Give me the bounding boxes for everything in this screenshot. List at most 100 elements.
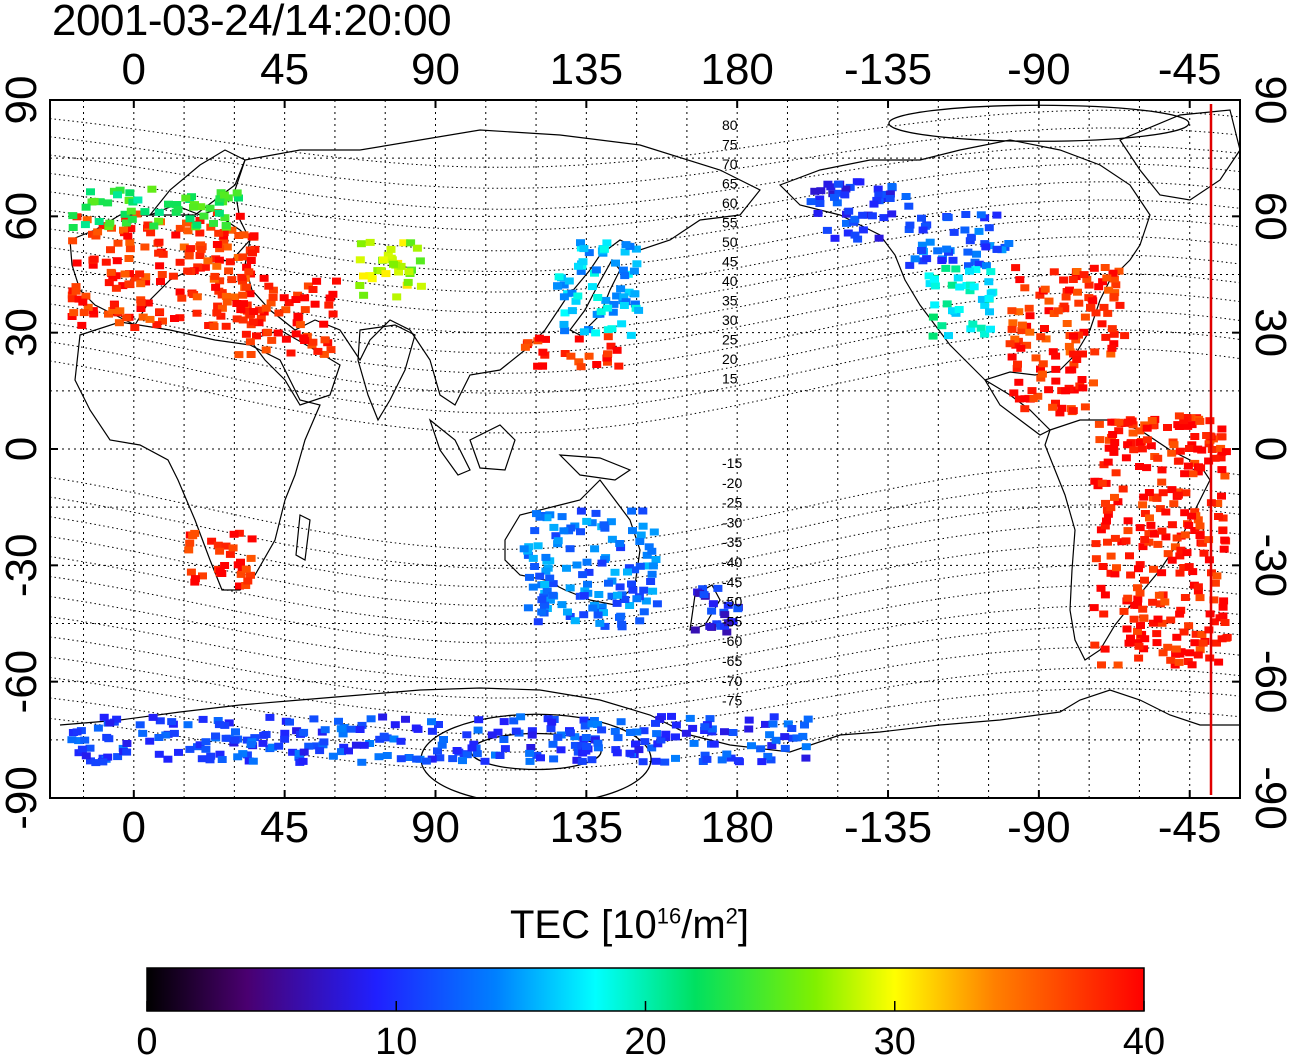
- tec-cell: [961, 211, 971, 218]
- tec-cell: [357, 758, 367, 766]
- tec-cell: [1104, 286, 1114, 294]
- tec-cell: [1036, 365, 1045, 373]
- tec-cell: [581, 747, 591, 755]
- tec-cell: [619, 302, 629, 309]
- tec-cell: [1133, 595, 1143, 603]
- tec-cell: [184, 546, 194, 554]
- tec-cell: [1215, 614, 1225, 622]
- tec-cell: [214, 721, 224, 729]
- tec-cell: [149, 222, 159, 230]
- tec-cell: [214, 229, 224, 237]
- tec-cell: [141, 278, 151, 286]
- tec-cell: [1080, 313, 1090, 321]
- tec-cell: [590, 545, 600, 553]
- tec-cell: [1095, 436, 1105, 444]
- tec-cell: [105, 219, 115, 227]
- tec-cell: [1145, 514, 1154, 522]
- tec-cell: [120, 210, 130, 218]
- tec-cell: [642, 551, 652, 559]
- tec-cell: [195, 217, 205, 224]
- tec-cell: [215, 277, 225, 285]
- contour-label-south: -15: [722, 455, 742, 471]
- tec-cell: [579, 611, 589, 619]
- tec-cell: [1111, 281, 1121, 289]
- lat-label-left: -60: [0, 650, 46, 714]
- tec-cell: [1195, 417, 1205, 425]
- tec-cell: [630, 300, 640, 308]
- tec-cell: [922, 255, 932, 263]
- tec-cell: [901, 193, 911, 200]
- tec-cell: [177, 294, 187, 302]
- tec-cell: [1220, 472, 1230, 480]
- tec-cell: [473, 726, 483, 734]
- tec-cell: [135, 270, 145, 278]
- tec-cell: [801, 754, 811, 762]
- tec-cell: [1193, 651, 1203, 659]
- tec-cell: [130, 324, 140, 331]
- tec-cell: [365, 238, 375, 246]
- tec-cell: [630, 566, 640, 574]
- tec-cell: [535, 513, 545, 521]
- colorbar-title-exp1: 16: [656, 903, 682, 929]
- tec-cell: [68, 237, 78, 245]
- tec-cell: [211, 732, 220, 740]
- tec-cell: [638, 522, 648, 530]
- tec-cell: [309, 715, 319, 723]
- tec-cell: [625, 602, 635, 609]
- tec-cell: [661, 730, 671, 738]
- tec-cell: [255, 306, 265, 314]
- colorbar-tick-label: 30: [874, 1021, 916, 1057]
- contour-label-south: -35: [722, 534, 742, 550]
- tec-cell: [392, 293, 402, 301]
- tec-cell: [86, 757, 95, 765]
- tec-cell: [905, 221, 915, 229]
- tec-cell: [125, 238, 135, 246]
- tec-cell: [519, 545, 529, 553]
- tec-cell: [541, 567, 551, 575]
- tec-cell: [184, 252, 194, 260]
- tec-cell: [312, 277, 322, 285]
- tec-cell: [274, 309, 284, 317]
- tec-cell: [1099, 303, 1109, 311]
- mlat-contour: [50, 504, 1240, 588]
- tec-cell: [528, 583, 538, 591]
- tec-cell: [705, 715, 715, 723]
- tec-cell: [620, 272, 630, 280]
- tec-cell: [597, 559, 607, 567]
- tec-cell: [652, 730, 662, 738]
- tec-cell: [225, 550, 235, 558]
- tec-cell: [616, 612, 626, 620]
- tec-cell: [532, 510, 541, 518]
- coast-antarctica: [59, 687, 1240, 753]
- tec-cell: [247, 233, 257, 241]
- tec-cell: [1153, 540, 1163, 548]
- tec-cell: [1195, 522, 1205, 530]
- tec-cell: [1146, 521, 1156, 529]
- tec-cell: [545, 596, 555, 604]
- mlat-contour: [50, 667, 1240, 735]
- tec-cell: [981, 243, 991, 251]
- tec-cell: [523, 604, 533, 612]
- tec-cell: [1089, 604, 1099, 612]
- tec-cell: [213, 717, 223, 724]
- tec-cell: [591, 509, 601, 517]
- tec-cell: [1193, 516, 1203, 524]
- tec-cell: [69, 309, 79, 317]
- tec-cell: [639, 727, 649, 735]
- tec-cell: [574, 358, 584, 366]
- tec-cell: [976, 211, 986, 219]
- tec-cell: [1140, 635, 1150, 643]
- map-title: 2001-03-24/14:20:00: [52, 0, 452, 45]
- tec-cell: [338, 730, 348, 738]
- tec-cell: [879, 214, 889, 222]
- contour-label-north: 20: [722, 351, 738, 367]
- tec-cell: [189, 203, 198, 211]
- tec-cell: [195, 252, 205, 259]
- tec-cell: [196, 203, 206, 211]
- tec-cell: [1097, 320, 1107, 328]
- tec-cell: [382, 752, 392, 759]
- tec-cell: [378, 256, 388, 264]
- tec-cell: [593, 739, 603, 747]
- tec-cell: [1101, 499, 1110, 507]
- tec-cell: [1111, 469, 1121, 477]
